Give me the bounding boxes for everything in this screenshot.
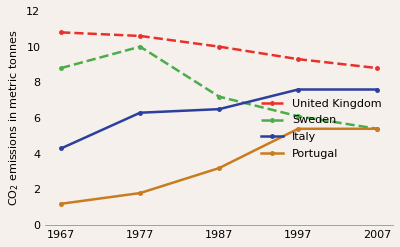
Italy <box>138 111 142 114</box>
Legend: United Kingdom, Sweden, Italy, Portugal: United Kingdom, Sweden, Italy, Portugal <box>256 93 388 164</box>
Sweden <box>59 67 64 70</box>
United Kingdom <box>296 58 300 61</box>
Line: United Kingdom: United Kingdom <box>58 29 381 72</box>
Portugal <box>217 166 222 169</box>
United Kingdom <box>217 45 222 48</box>
Sweden <box>217 95 222 98</box>
Portugal <box>138 192 142 195</box>
Portugal <box>375 127 380 130</box>
Italy <box>59 147 64 150</box>
Portugal <box>59 202 64 205</box>
United Kingdom <box>59 31 64 34</box>
Portugal <box>296 127 300 130</box>
Italy <box>217 108 222 111</box>
Y-axis label: CO$_2$ emissions in metric tonnes: CO$_2$ emissions in metric tonnes <box>7 30 21 206</box>
United Kingdom <box>138 35 142 38</box>
Line: Sweden: Sweden <box>58 43 381 132</box>
Italy <box>296 88 300 91</box>
Sweden <box>375 127 380 130</box>
Sweden <box>138 45 142 48</box>
United Kingdom <box>375 67 380 70</box>
Line: Italy: Italy <box>58 86 381 152</box>
Sweden <box>296 115 300 118</box>
Line: Portugal: Portugal <box>58 125 381 207</box>
Italy <box>375 88 380 91</box>
